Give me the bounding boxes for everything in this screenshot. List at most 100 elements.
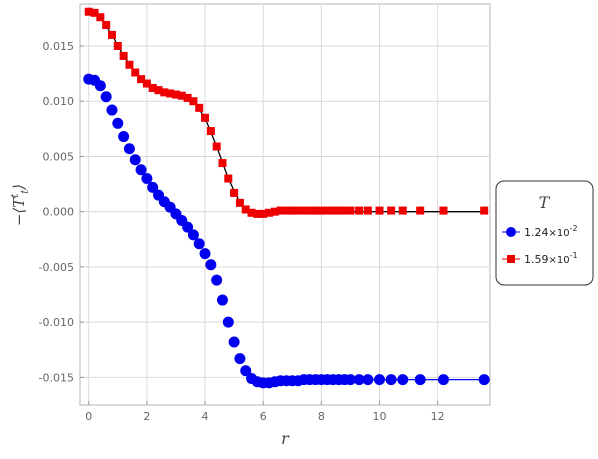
- series-1-point: [211, 274, 223, 286]
- series-2-point: [125, 60, 134, 69]
- series-2-point: [142, 79, 151, 88]
- legend-entry-2: 1.59×10-1: [502, 251, 578, 266]
- svg-text:−⟨Ttt⟩: −⟨Ttt⟩: [10, 184, 31, 226]
- series-1-point: [414, 374, 426, 386]
- series-2-point: [375, 206, 384, 215]
- legend-mantissa-1: 1.24: [524, 226, 549, 239]
- series-2-point: [119, 51, 128, 60]
- series-2-point: [247, 208, 256, 217]
- series-1-point: [94, 80, 106, 92]
- series-1-point: [193, 238, 205, 250]
- series-2-point: [305, 206, 314, 215]
- x-tick-label: 2: [143, 410, 150, 423]
- series-1-point: [437, 374, 449, 386]
- svg-text:1.59×10-1: 1.59×10-1: [524, 251, 578, 266]
- series-1-point: [362, 374, 374, 386]
- series-2-point: [212, 142, 221, 151]
- y-tick-label: 0.005: [43, 150, 75, 163]
- series-2-point: [90, 8, 99, 17]
- x-tick-label: 12: [431, 410, 445, 423]
- series-1-point: [100, 91, 112, 103]
- series-2-point: [323, 206, 332, 215]
- series-2-point: [241, 205, 250, 214]
- series-1-point: [141, 173, 153, 185]
- data-markers: [83, 7, 490, 389]
- x-tick-label: 4: [202, 410, 209, 423]
- y-axis-title: −⟨Ttt⟩: [10, 184, 31, 226]
- series-1-point: [147, 181, 159, 193]
- series-1-point: [374, 374, 386, 386]
- series-2-point: [195, 103, 204, 112]
- plot-frame: [79, 3, 491, 406]
- series-1-point: [344, 374, 356, 386]
- series-2-point: [177, 91, 186, 100]
- x-tick-label: 6: [260, 410, 267, 423]
- series-2-point: [166, 89, 175, 98]
- series-2-point: [84, 7, 93, 16]
- series-2-point: [230, 188, 239, 197]
- series-2-point: [355, 206, 364, 215]
- svg-text:1.24×10-2: 1.24×10-2: [524, 224, 578, 239]
- y-tick-label: -0.005: [39, 261, 74, 274]
- series-2-point: [235, 198, 244, 207]
- series-2-point: [224, 174, 233, 183]
- x-tick-label: 10: [373, 410, 387, 423]
- legend-entry-1: 1.24×10-2: [502, 224, 578, 239]
- y-tick-label: -0.015: [39, 371, 74, 384]
- series-1-point: [216, 294, 228, 306]
- legend-exponent-1: -2: [570, 224, 578, 233]
- legend-times-2: ×10: [549, 255, 570, 266]
- x-tick-label: 8: [318, 410, 325, 423]
- series-2-point: [416, 206, 425, 215]
- series-1-point: [199, 248, 211, 260]
- x-tick-label: 0: [85, 410, 92, 423]
- series-2-point: [299, 206, 308, 215]
- series-2-point: [259, 209, 268, 218]
- series-1-point: [234, 353, 246, 365]
- series-1-point: [118, 131, 130, 143]
- series-2-point: [218, 159, 227, 168]
- series-2-point: [206, 127, 215, 136]
- x-axis-ticks: 0 2 4 6 8 10 12: [85, 401, 445, 423]
- series-1-point: [385, 374, 397, 386]
- legend-title: T: [539, 193, 551, 212]
- series-2-point: [160, 88, 169, 97]
- series-2-point: [201, 113, 210, 122]
- y-tick-label: 0.010: [43, 95, 75, 108]
- series-2-point: [328, 206, 337, 215]
- y-tick-label: 0.015: [43, 40, 75, 53]
- legend-box: [495, 180, 594, 286]
- series-2-point: [311, 206, 320, 215]
- series-1-point: [106, 104, 118, 116]
- series-2-point: [276, 206, 285, 215]
- series-2-point: [107, 30, 116, 39]
- series-2-point: [294, 206, 303, 215]
- series-2-point: [96, 13, 105, 22]
- series-2-point: [171, 90, 180, 99]
- series-1-point: [240, 365, 252, 377]
- series-1-point: [478, 374, 490, 386]
- y-axis-title-main: −⟨T: [10, 197, 28, 226]
- y-tick-label: -0.010: [39, 316, 74, 329]
- legend: T 1.24×10-2 1.59×10-1: [495, 180, 594, 286]
- series-2-point: [154, 86, 163, 95]
- y-tick-label: 0.000: [43, 206, 75, 219]
- series-2-point: [131, 68, 140, 77]
- x-axis-title: r: [281, 429, 290, 448]
- series-2-point: [102, 20, 111, 29]
- series-1-point: [205, 259, 217, 271]
- series-2-point: [148, 83, 157, 92]
- series-1-point: [129, 154, 141, 166]
- series-1-point: [135, 164, 147, 176]
- series-2-point: [363, 206, 372, 215]
- series-1-point: [187, 229, 199, 241]
- series-2-point: [282, 206, 291, 215]
- series-2-point: [265, 208, 274, 217]
- series-2-point: [189, 97, 198, 106]
- series-2-point: [113, 41, 122, 50]
- series-2-point: [253, 209, 262, 218]
- series-2-point: [270, 207, 279, 216]
- series-1-point: [228, 336, 240, 348]
- series-2-point: [334, 206, 343, 215]
